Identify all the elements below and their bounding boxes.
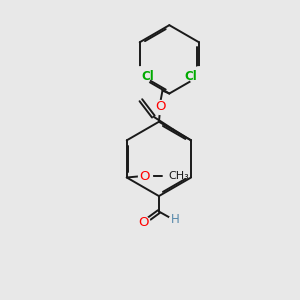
Text: CH₃: CH₃ <box>168 171 189 181</box>
Text: O: O <box>139 169 150 182</box>
Text: Cl: Cl <box>185 70 197 83</box>
Text: O: O <box>155 100 165 113</box>
Text: O: O <box>138 216 149 229</box>
Text: Cl: Cl <box>141 70 154 83</box>
Text: H: H <box>171 213 180 226</box>
